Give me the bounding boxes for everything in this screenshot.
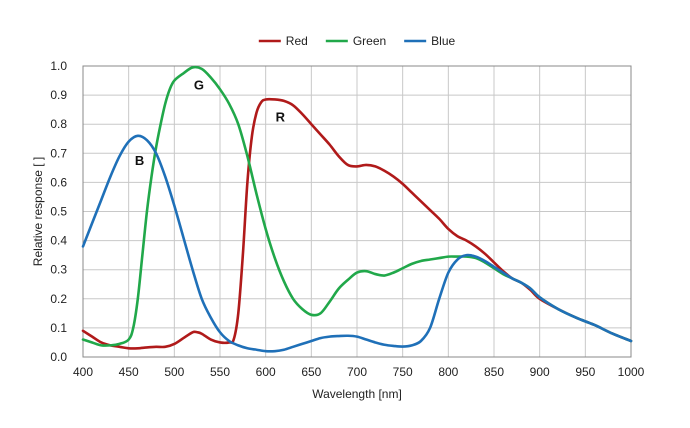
grid bbox=[82, 65, 632, 358]
y-tick-label: 0.6 bbox=[50, 175, 67, 189]
x-tick-label: 600 bbox=[256, 365, 276, 379]
legend-label-blue: Blue bbox=[431, 34, 455, 48]
legend-label-red: Red bbox=[286, 34, 308, 48]
legend-label-green: Green bbox=[353, 34, 386, 48]
x-tick-label: 850 bbox=[484, 365, 504, 379]
curve-annotation-b: B bbox=[135, 153, 144, 168]
y-tick-label: 0.2 bbox=[50, 292, 67, 306]
series-line-blue bbox=[81, 134, 633, 353]
plot-frame bbox=[82, 65, 632, 358]
series-line-red bbox=[81, 97, 633, 350]
x-tick-label: 1000 bbox=[618, 365, 645, 379]
series-layer bbox=[81, 65, 633, 353]
x-tick-label: 700 bbox=[347, 365, 367, 379]
x-tick-label: 750 bbox=[393, 365, 413, 379]
x-axis-ticks: 400 450 500 550 600 650 700 750 800 850 900 950 1000 bbox=[73, 365, 645, 379]
y-axis-title: Relative response [ ] bbox=[31, 157, 45, 266]
x-tick-label: 500 bbox=[164, 365, 184, 379]
annotations: B G R bbox=[135, 77, 286, 168]
y-tick-label: 0.3 bbox=[50, 263, 67, 277]
x-tick-label: 450 bbox=[119, 365, 139, 379]
x-tick-label: 950 bbox=[575, 365, 595, 379]
x-tick-label: 550 bbox=[210, 365, 230, 379]
y-tick-label: 0.0 bbox=[50, 350, 67, 364]
curve-annotation-g: G bbox=[194, 77, 204, 92]
legend: Red Green Blue bbox=[258, 34, 456, 48]
y-tick-label: 1.0 bbox=[50, 59, 67, 73]
x-tick-label: 800 bbox=[438, 365, 458, 379]
y-tick-label: 0.9 bbox=[50, 88, 67, 102]
y-tick-label: 0.4 bbox=[50, 234, 67, 248]
y-tick-label: 0.7 bbox=[50, 146, 67, 160]
curve-annotation-r: R bbox=[276, 109, 286, 124]
x-tick-label: 650 bbox=[301, 365, 321, 379]
y-axis-ticks: 0.0 0.1 0.2 0.3 0.4 0.5 0.6 0.7 0.8 0.9 1.0 bbox=[50, 59, 67, 364]
y-tick-label: 0.8 bbox=[50, 117, 67, 131]
x-tick-label: 900 bbox=[530, 365, 550, 379]
x-tick-label: 400 bbox=[73, 365, 93, 379]
x-axis-title: Wavelength [nm] bbox=[312, 387, 402, 401]
y-tick-label: 0.1 bbox=[50, 321, 67, 335]
y-tick-label: 0.5 bbox=[50, 205, 67, 219]
